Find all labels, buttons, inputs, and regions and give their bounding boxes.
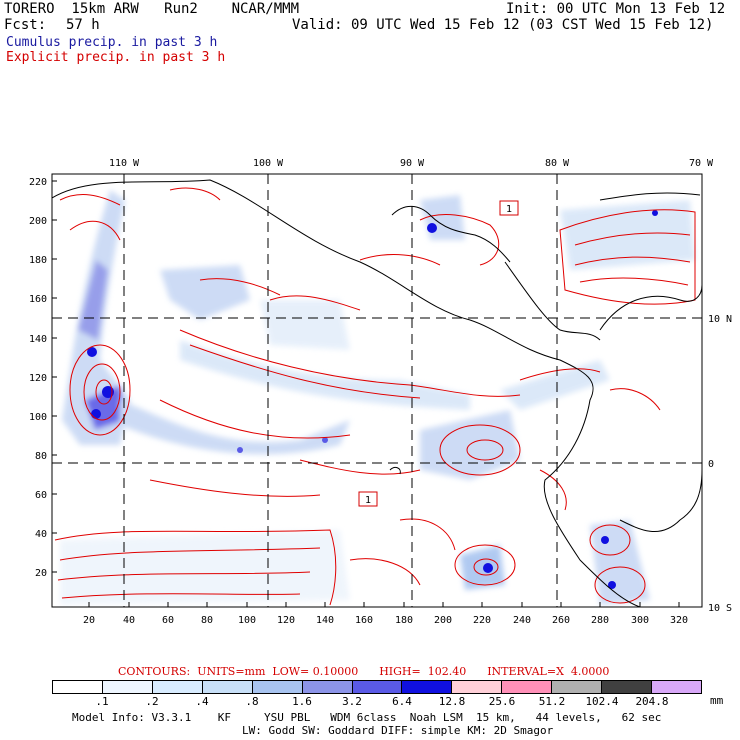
x-tick-label: 280 [591,615,609,626]
x-tick-label: 240 [513,615,531,626]
y-tick-label: 220 [29,177,47,188]
lat-label: 10 S [708,603,732,614]
x-tick-label: 60 [162,615,174,626]
x-tick-label: 160 [355,615,373,626]
x-tick-label: 260 [552,615,570,626]
color-scale-cell [502,681,553,693]
y-tick-label: 60 [35,490,47,501]
x-tick-label: 100 [238,615,256,626]
coastlines [52,179,702,607]
forecast-hours: 57 h [66,17,100,33]
init-time: Init: 00 UTC Mon 13 Feb 12 [506,1,726,17]
cumulus-precip-area [60,190,695,605]
y-tick-label: 200 [29,216,47,227]
y-tick-label: 140 [29,334,47,345]
forecast-label: Fcst: [4,17,47,33]
color-scale-unit: mm [710,694,724,707]
color-scale-label: 1.6 [292,695,312,708]
contour-label-box [358,200,519,507]
color-scale-cell [402,681,453,693]
color-scale-label: 51.2 [538,695,566,708]
contour-label: 1 [506,204,512,215]
explicit-precip-contours [54,187,696,606]
color-scale-label: .4 [195,695,209,708]
x-tick-label: 180 [395,615,413,626]
latitude-labels: 10 N 0 10 S [708,314,732,614]
color-scale-cell [152,681,203,693]
model-title: TORERO 15km ARW Run2 NCAR/MMM [4,1,300,17]
lon-label: 80 W [545,158,570,169]
x-tick-label: 80 [201,615,213,626]
lon-label: 110 W [109,158,140,169]
x-tick-label: 220 [473,615,491,626]
color-scale-label: 3.2 [342,695,362,708]
y-axis [52,180,57,573]
color-scale-cell [202,681,253,693]
color-scale-cell [552,681,603,693]
contour-label: 1 [365,495,371,506]
color-scale-label: 25.6 [488,695,516,708]
color-scale-cell [452,681,503,693]
color-scale-cell [102,681,153,693]
color-scale-labels: .1 .2 .4 .8 1.6 3.2 6.4 12.8 25.6 51.2 102.4 204.8 [52,695,702,708]
lat-label: 10 N [708,314,732,325]
color-scale-bar [52,680,702,694]
y-tick-label: 160 [29,294,47,305]
color-scale-cell [602,681,653,693]
x-tick-label: 300 [631,615,649,626]
color-scale-cell [652,681,701,693]
color-scale-label: .2 [145,695,159,708]
y-tick-label: 40 [35,529,47,540]
color-scale-label: .8 [245,695,259,708]
color-scale-cell [252,681,303,693]
y-tick-label: 120 [29,373,47,384]
heavy-precip-cores [87,210,658,589]
color-scale-label: .1 [95,695,109,708]
x-tick-label: 140 [316,615,334,626]
physics-info: LW: Godd SW: Goddard DIFF: simple KM: 2D… [242,724,554,737]
color-scale-label: 204.8 [635,695,669,708]
y-tick-label: 20 [35,568,47,579]
y-tick-label: 180 [29,255,47,266]
color-scale-cell [352,681,403,693]
cumulus-precip-legend: Cumulus precip. in past 3 h [6,35,218,50]
contour-info: CONTOURS: UNITS=mm LOW= 0.10000 HIGH= 10… [118,665,610,678]
x-tick-label: 320 [670,615,688,626]
y-tick-label: 100 [29,412,47,423]
graticule [52,174,702,607]
x-tick-label: 120 [277,615,295,626]
lat-label: 0 [708,459,714,470]
color-scale-label: 6.4 [392,695,412,708]
longitude-labels: 110 W 100 W 90 W 80 W 70 W [109,158,714,169]
color-scale-label: 102.4 [585,695,619,708]
y-tick-label: 80 [35,451,47,462]
map-frame [51,173,703,608]
lon-label: 70 W [689,158,714,169]
valid-time: Valid: 09 UTC Wed 15 Feb 12 (03 CST Wed … [292,17,714,33]
x-axis [88,602,680,607]
lon-label: 90 W [400,158,425,169]
lon-label: 100 W [253,158,284,169]
model-info: Model Info: V3.3.1 KF YSU PBL WDM 6class… [72,711,662,724]
color-scale-cell [302,681,353,693]
x-tick-label: 40 [123,615,135,626]
color-scale-cell [53,681,103,693]
explicit-precip-legend: Explicit precip. in past 3 h [6,50,226,65]
color-scale-label: 12.8 [438,695,466,708]
x-tick-label: 20 [83,615,95,626]
x-tick-label: 200 [434,615,452,626]
